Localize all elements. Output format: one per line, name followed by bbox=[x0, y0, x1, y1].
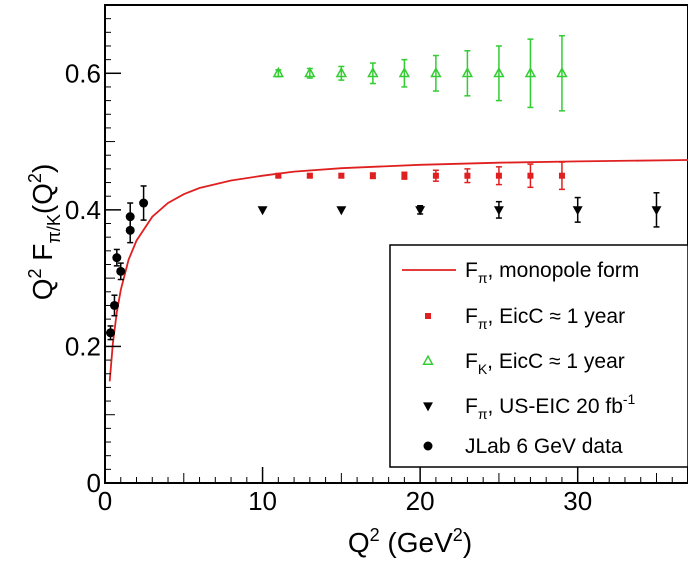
x-tick-label: 0 bbox=[98, 486, 112, 516]
legend-jlab-swatch bbox=[423, 441, 433, 451]
series-jlab-point bbox=[109, 300, 119, 310]
series-eicc_pi-point bbox=[558, 172, 565, 179]
series-useic-point bbox=[572, 206, 583, 216]
series-useic-point bbox=[651, 206, 662, 216]
series-eicc_pi-point bbox=[495, 172, 502, 179]
series-eicc_k-point bbox=[367, 66, 379, 78]
curves-layer bbox=[108, 159, 688, 382]
y-axis: 0 0.2 0.4 0.6 bbox=[65, 18, 121, 498]
points-layer bbox=[106, 34, 662, 341]
series-eicc_k-point bbox=[461, 66, 474, 78]
series-jlab-point bbox=[112, 253, 122, 263]
legend-eicc_pi-label: Fπ, EicC ≈ 1 year bbox=[465, 305, 625, 332]
axes: 0 10 20 30 0 0.2 0.4 0.6 bbox=[65, 18, 673, 516]
series-jlab-point bbox=[125, 212, 135, 222]
series-eicc_k-point bbox=[430, 66, 442, 78]
y-tick-label: 0.6 bbox=[65, 58, 101, 88]
legend-monopole-label: Fπ, monopole form bbox=[465, 259, 639, 286]
series-eicc_pi-point bbox=[464, 172, 471, 179]
series-eicc_pi-point bbox=[275, 172, 282, 179]
x-tick-label: 20 bbox=[406, 486, 435, 516]
series-eicc_k-point bbox=[272, 66, 284, 78]
y-tick-label: 0.2 bbox=[65, 331, 101, 361]
y-tick-label: 0 bbox=[87, 468, 101, 498]
legend-eicc_k-label: FK, EicC ≈ 1 year bbox=[465, 350, 625, 377]
legend-box bbox=[389, 244, 688, 468]
series-eicc_pi-point bbox=[401, 172, 408, 179]
series-eicc_pi-point bbox=[306, 172, 313, 179]
series-monopole-line bbox=[108, 159, 688, 382]
series-eicc_k-point bbox=[335, 66, 348, 78]
series-eicc_pi-point bbox=[527, 172, 534, 179]
series-eicc_k-point bbox=[524, 66, 537, 78]
x-axis-title: Q2 (GeV2) bbox=[348, 525, 472, 558]
legend-useic-label: Fπ, US-EIC 20 fb-1 bbox=[465, 391, 636, 422]
x-tick-label: 30 bbox=[563, 486, 592, 516]
plot-area bbox=[104, 4, 688, 484]
series-eicc_k-point bbox=[493, 66, 505, 78]
legend-eicc_k-swatch bbox=[422, 354, 434, 365]
legend: Fπ, monopole form Fπ, EicC ≈ 1 year FK, Ei… bbox=[389, 244, 688, 468]
x-tick-label: 10 bbox=[248, 486, 277, 516]
series-jlab-point bbox=[116, 266, 126, 276]
series-useic-point bbox=[415, 206, 426, 216]
series-eicc_pi-point bbox=[432, 172, 439, 179]
series-eicc_k-point bbox=[556, 66, 568, 78]
legend-useic-swatch bbox=[423, 402, 433, 412]
series-eicc_pi-point bbox=[369, 172, 376, 179]
legend-eicc_pi-swatch bbox=[425, 313, 431, 319]
series-useic-point bbox=[336, 206, 347, 216]
series-jlab-point bbox=[139, 198, 149, 208]
plot-frame bbox=[104, 4, 688, 484]
series-eicc_pi-point bbox=[338, 172, 345, 179]
y-axis-title: Q2 Fπ/K(Q2) bbox=[25, 164, 64, 301]
series-useic-point bbox=[257, 206, 268, 216]
series-eicc_k-point bbox=[398, 66, 411, 78]
x-axis: 0 10 20 30 bbox=[98, 467, 673, 516]
legend-jlab-label: JLab 6 GeV data bbox=[465, 435, 623, 458]
y-tick-label: 0.4 bbox=[65, 195, 101, 225]
series-useic-point bbox=[493, 206, 504, 216]
series-eicc_k-point bbox=[304, 66, 316, 78]
